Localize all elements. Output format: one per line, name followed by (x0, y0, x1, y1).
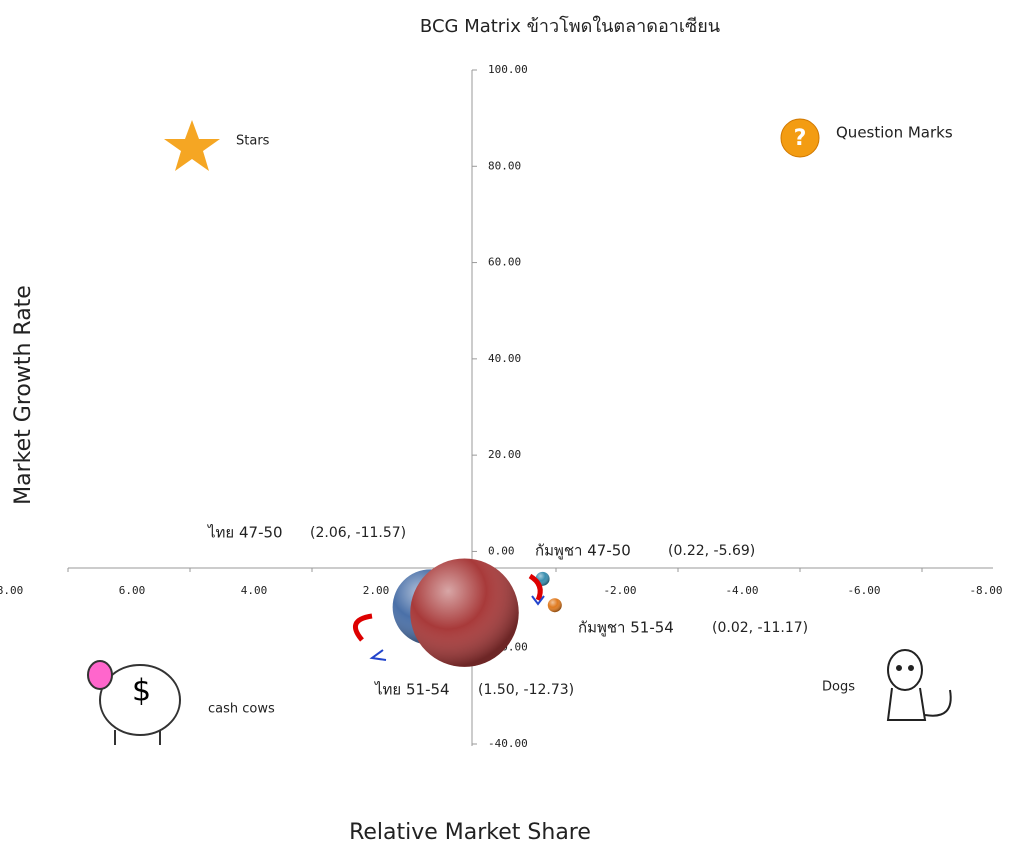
value-label: (0.22, -5.69) (668, 543, 755, 559)
y-tick-label: 0.00 (488, 544, 515, 557)
x-tick-label: 2.00 (363, 584, 390, 597)
question-mark: ? (794, 126, 807, 151)
quadrant-label: cash cows (208, 702, 275, 717)
y-tick-label: 20.00 (488, 448, 521, 461)
x-tick-label: -8.00 (969, 584, 1002, 597)
x-tick-label: 4.00 (241, 584, 268, 597)
x-tick-label: 6.00 (119, 584, 146, 597)
y-tick-label: -40.00 (488, 737, 528, 750)
quadrant-label: Dogs (822, 680, 855, 695)
dog-icon (886, 649, 952, 721)
quadrant-label: Question Marks (836, 124, 953, 142)
question-icon (780, 118, 820, 158)
x-tick-label: -2.00 (603, 584, 636, 597)
value-label: (1.50, -12.73) (478, 682, 574, 698)
chart-title: BCG Matrix ข้าวโพดในตลาดอาเซียน (420, 15, 720, 37)
bubble-shine (547, 598, 562, 613)
arrow-head (369, 649, 387, 661)
x-tick-label: 8.00 (0, 584, 23, 597)
value-label: (2.06, -11.57) (310, 525, 406, 541)
x-tick-label: -4.00 (725, 584, 758, 597)
arrow (352, 613, 373, 642)
series-label: กัมพูชา 51-54 (578, 619, 674, 637)
value-label: (0.02, -11.17) (712, 620, 808, 636)
series-label: กัมพูชา 47-50 (535, 542, 631, 560)
dollar-sign: $ (132, 674, 151, 709)
y-tick-label: 40.00 (488, 352, 521, 365)
series-label: ไทย 51-54 (374, 681, 450, 699)
cow-icon: $ (87, 660, 181, 745)
arrow-head (531, 595, 545, 606)
y-tick-label: 60.00 (488, 256, 521, 269)
y-tick-label: 100.00 (488, 63, 528, 76)
x-axis-label: Relative Market Share (349, 820, 591, 845)
quadrant-label: Stars (236, 134, 270, 149)
series-label: ไทย 47-50 (207, 524, 283, 542)
x-tick-label: -6.00 (847, 584, 880, 597)
arrow (528, 573, 543, 602)
y-tick-label: 80.00 (488, 159, 521, 172)
star-icon (164, 120, 220, 171)
y-axis-label: Market Growth Rate (11, 285, 36, 505)
bubble-shine (410, 558, 519, 667)
